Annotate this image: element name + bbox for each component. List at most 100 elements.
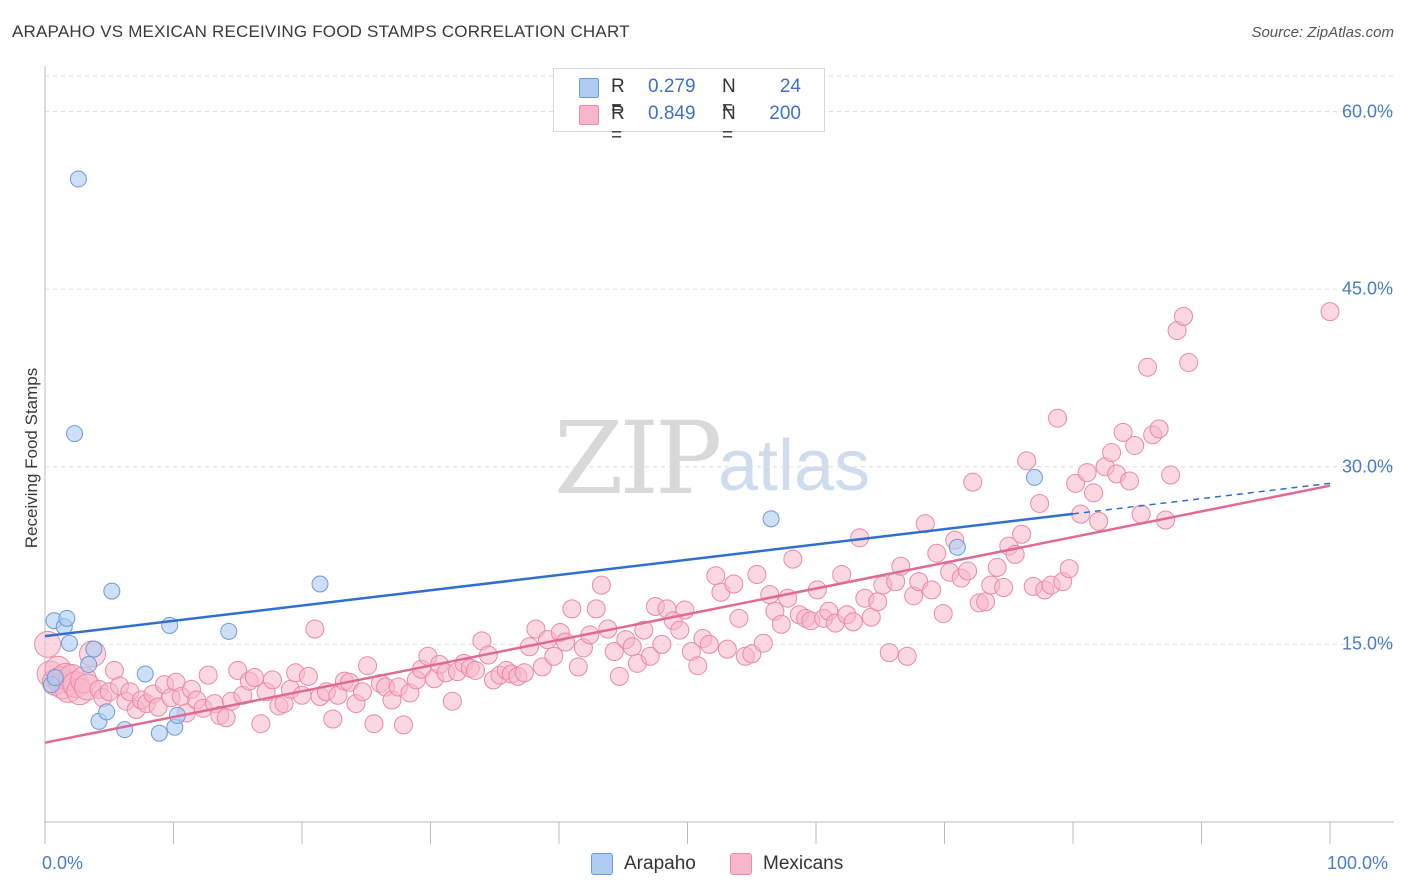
mexicans-point (609, 666, 629, 686)
legend-r-label: R = (611, 76, 625, 119)
mexicans-point (724, 574, 744, 594)
arapaho-point (60, 634, 78, 652)
mexicans-point (262, 670, 282, 690)
mexicans-point (604, 641, 624, 661)
mexicans-swatch (579, 105, 599, 125)
mexicans-point (1113, 422, 1133, 442)
mexicans-point (1077, 463, 1097, 483)
arapaho-point (85, 640, 103, 658)
arapaho-point (103, 582, 121, 600)
legend-r-value: 0.849 (648, 103, 696, 124)
arapaho-point (948, 538, 966, 556)
mexicans-point (1138, 357, 1158, 377)
mexicans-point (544, 646, 564, 666)
mexicans-point (1089, 511, 1109, 531)
mexicans-point (1030, 493, 1050, 513)
mexicans-point (933, 604, 953, 624)
mexicans-point (1017, 451, 1037, 471)
mexicans-point (562, 599, 582, 619)
legend-n-value: 200 (769, 103, 801, 124)
arapaho-points (42, 170, 1043, 742)
mexicans-point (699, 634, 719, 654)
mexicans-point (747, 565, 767, 585)
mexicans-point (976, 592, 996, 612)
mexicans-point (640, 646, 660, 666)
mexicans-point (771, 614, 791, 634)
watermark-zip: ZIP (554, 400, 722, 517)
mexicans-point (879, 643, 899, 663)
arapaho-point (58, 609, 76, 627)
legend-n-value: 24 (779, 76, 801, 97)
mexicans-point (148, 697, 168, 717)
mexicans-point (1161, 465, 1181, 485)
axes (44, 66, 1394, 844)
watermark-atlas: atlas (718, 426, 871, 506)
mexicans-point (753, 633, 773, 653)
arapaho-point (220, 622, 238, 640)
mexicans-point (298, 666, 318, 686)
mexicans-point (927, 543, 947, 563)
arapaho-swatch (591, 853, 613, 875)
mexicans-point (1048, 408, 1068, 428)
chart-title: ARAPAHO VS MEXICAN RECEIVING FOOD STAMPS… (12, 22, 630, 41)
mexicans-point (251, 714, 271, 734)
mexicans-point (1174, 306, 1194, 326)
arapaho-point (150, 724, 168, 742)
mexicans-point (783, 549, 803, 569)
mexicans-point (305, 619, 325, 639)
arapaho-trend-extension (1072, 482, 1331, 515)
mexicans-point (1149, 419, 1169, 439)
mexicans-point (958, 561, 978, 581)
mexicans-point (994, 578, 1014, 598)
mexicans-point (760, 585, 780, 605)
x-tick-min: 0.0% (42, 853, 84, 873)
source-label: Source: ZipAtlas.com (1251, 24, 1394, 41)
mexicans-point (364, 714, 384, 734)
mexicans-point (670, 620, 690, 640)
mexicans-point (1059, 559, 1079, 579)
mexicans-legend-label: Mexicans (763, 853, 844, 874)
arapaho-point (80, 656, 98, 674)
mexicans-point (688, 656, 708, 676)
legend-n-label: N = (722, 103, 736, 146)
y-tick-label: 60.0% (1341, 101, 1393, 122)
y-tick-label: 15.0% (1341, 633, 1393, 654)
arapaho-point (66, 425, 84, 443)
mexicans-point (198, 665, 218, 685)
mexicans-point (717, 639, 737, 659)
arapaho-trend-line (44, 512, 1074, 638)
x-tick-max: 100.0% (1327, 853, 1389, 873)
mexicans-point (652, 634, 672, 654)
mexicans-point (706, 566, 726, 586)
mexicans-point (729, 608, 749, 628)
mexicans-point (963, 472, 983, 492)
mexicans-point (568, 657, 588, 677)
mexicans-swatch (730, 853, 752, 875)
mexicans-point (34, 630, 62, 658)
mexicans-point (216, 708, 236, 728)
mexicans-point (442, 691, 462, 711)
arapaho-point (69, 170, 87, 188)
mexicans-point (1125, 435, 1145, 455)
legend-r-value: 0.279 (648, 76, 696, 97)
mexicans-point (323, 709, 343, 729)
mexicans-trend-line (44, 484, 1331, 744)
mexicans-point (358, 656, 378, 676)
mexicans-point (244, 668, 264, 688)
mexicans-point (1102, 443, 1122, 463)
arapaho-point (46, 669, 64, 687)
mexicans-point (622, 637, 642, 657)
mexicans-point (1320, 302, 1340, 322)
y-tick-label: 30.0% (1341, 456, 1393, 477)
mexicans-point (1012, 524, 1032, 544)
mexicans-point (555, 632, 575, 652)
mexicans-point (394, 715, 414, 735)
legend: R = 0.279 N = 24 R = 0.849 N = 200 (553, 68, 825, 146)
legend-r-label: R = (611, 103, 625, 146)
arapaho-point (98, 703, 116, 721)
mexicans-point (465, 660, 485, 680)
arapaho-point (311, 575, 329, 593)
mexicans-point (514, 663, 534, 683)
arapaho-legend-label: Arapaho (624, 853, 696, 874)
mexicans-point (586, 599, 606, 619)
